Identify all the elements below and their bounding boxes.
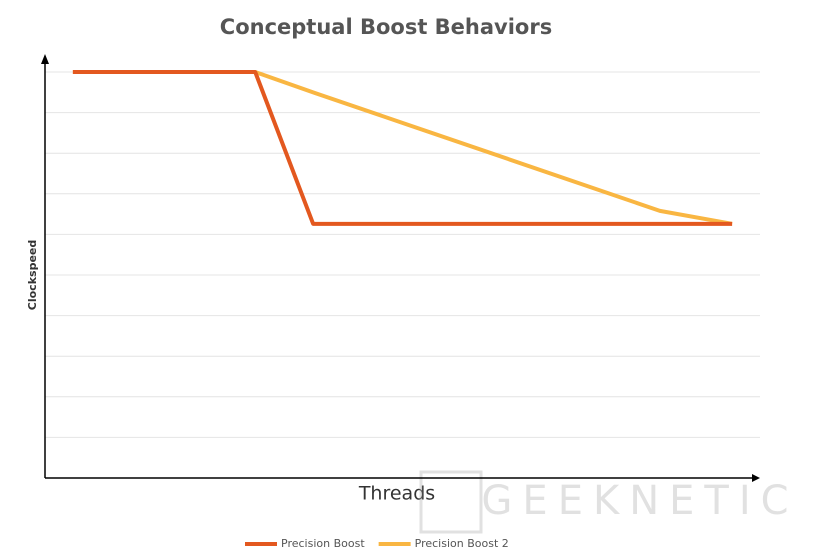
legend-label: Precision Boost: [281, 537, 365, 550]
y-axis-label: Clockspeed: [26, 240, 39, 310]
watermark-box: [419, 470, 483, 534]
line: [72, 70, 733, 226]
y-axis-arrow: [41, 54, 49, 64]
x-axis-label: Threads: [358, 483, 435, 505]
x-axis-arrow: [752, 474, 760, 482]
watermark-logo: GEEKNETIC: [419, 470, 798, 534]
watermark: GEEKNETIC: [481, 478, 798, 524]
legend-label: Precision Boost 2: [415, 537, 509, 550]
line: [72, 70, 733, 226]
chart-title: Conceptual Boost Behaviors: [220, 15, 552, 39]
